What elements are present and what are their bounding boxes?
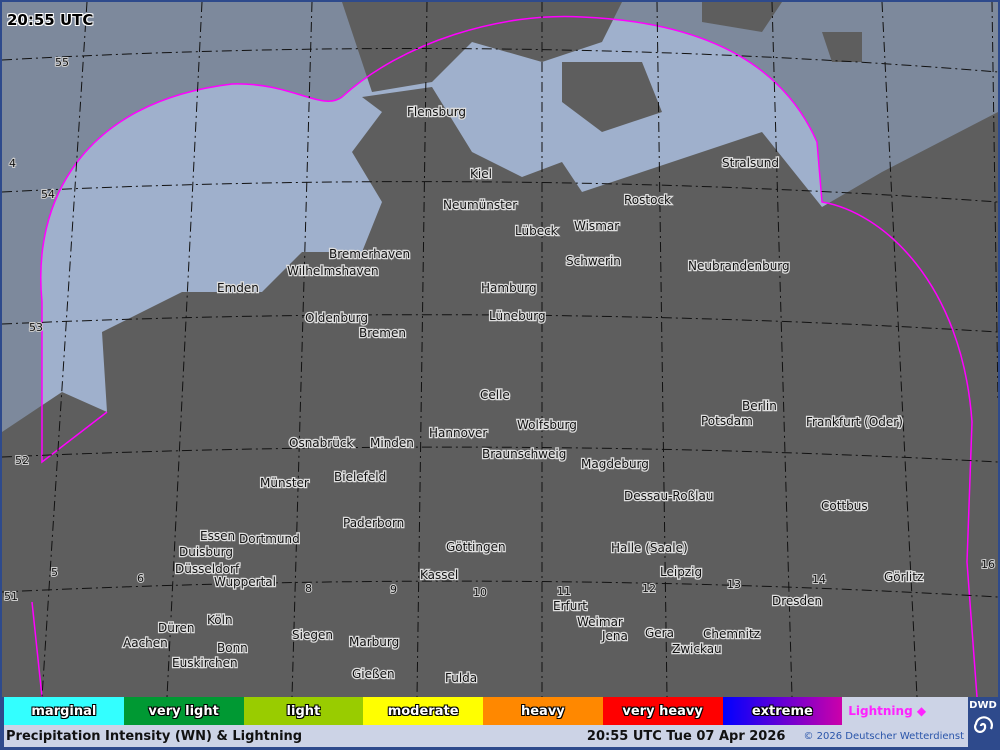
city-label: Emden [217, 281, 259, 295]
grid-labels: 55 4 54 53 52 51 5 6 8 9 10 11 12 13 14 16 [3, 55, 996, 604]
grid-label: 5 [51, 566, 58, 579]
lat-lon-grid [2, 2, 998, 697]
legend-moderate: moderate [363, 697, 483, 725]
city-label: Bonn [217, 641, 248, 655]
city-label: Dessau-Roßlau [624, 489, 713, 503]
city-label: Aachen [123, 636, 168, 650]
legend-very-light: very light [123, 697, 244, 725]
legend-lightning: Lightning ◆ [842, 697, 968, 725]
city-label: Berlin [742, 399, 777, 413]
city-label: Gera [645, 626, 674, 640]
grid-label: 13 [727, 578, 741, 591]
legend-very-heavy: very heavy [602, 697, 723, 725]
grid-label: 51 [4, 590, 18, 603]
copyright: © 2026 Deutscher Wetterdienst [803, 730, 964, 742]
city-label: Jena [601, 629, 628, 643]
city-label: Oldenburg [305, 311, 368, 325]
grid-label: 12 [642, 582, 656, 595]
city-label: Lübeck [515, 224, 558, 238]
legend-extreme: extreme [722, 697, 843, 725]
city-label: Bremen [359, 326, 406, 340]
grid-label: 10 [473, 586, 487, 599]
city-label: Köln [207, 613, 233, 627]
city-label: Wismar [574, 219, 619, 233]
grid-label: 8 [305, 582, 312, 595]
grid-label: 54 [41, 188, 55, 201]
city-label: Schwerin [566, 254, 621, 268]
city-label: Düren [158, 621, 195, 635]
legend-marginal: marginal [4, 697, 124, 725]
grid-label: 52 [15, 454, 29, 467]
dwd-swirl-icon [974, 716, 993, 733]
grid-label: 55 [55, 56, 69, 69]
dwd-logo: DWD [968, 697, 998, 747]
city-label: Potsdam [701, 414, 753, 428]
radar-outline [31, 15, 978, 697]
city-label: Wolfsburg [517, 418, 577, 432]
city-label: Kiel [470, 167, 492, 181]
city-label: Paderborn [343, 516, 404, 530]
city-label: Düsseldorf [175, 562, 240, 576]
map-title: Precipitation Intensity (WN) & Lightning [6, 728, 303, 744]
city-label: Hamburg [481, 281, 537, 295]
city-label: Rostock [624, 193, 671, 207]
city-label: Minden [370, 436, 414, 450]
city-label: Fulda [445, 671, 477, 685]
city-label: Hannover [429, 426, 487, 440]
land-north [342, 2, 862, 132]
legend: marginal very light light moderate heavy… [4, 697, 968, 725]
time-label: 20:55 UTC [7, 11, 94, 29]
city-label: Celle [480, 388, 510, 402]
city-label: Wilhelmshaven [287, 264, 379, 278]
city-label: Chemnitz [703, 627, 760, 641]
city-label: Leipzig [660, 565, 702, 579]
city-label: Bielefeld [334, 470, 386, 484]
footer: Precipitation Intensity (WN) & Lightning… [4, 725, 968, 747]
city-label: Erfurt [553, 599, 587, 613]
city-label: Duisburg [179, 545, 233, 559]
city-label: Bremerhaven [329, 247, 410, 261]
city-label: Kassel [420, 568, 458, 582]
city-label: Euskirchen [172, 656, 238, 670]
city-label: Münster [260, 476, 309, 490]
grid-label: 53 [29, 321, 43, 334]
city-label: Stralsund [722, 156, 779, 170]
city-label: Magdeburg [581, 457, 649, 471]
city-label: Wuppertal [214, 575, 276, 589]
grid-label: 6 [137, 572, 144, 585]
city-label: Osnabrück [289, 436, 353, 450]
city-label: Zwickau [672, 642, 722, 656]
grid-label: 9 [390, 583, 397, 596]
grid-label: 14 [812, 573, 826, 586]
city-label: Essen [200, 529, 235, 543]
city-label: Siegen [292, 628, 333, 642]
city-label: Weimar [577, 615, 623, 629]
city-label: Marburg [349, 635, 399, 649]
city-labels: Flensburg Kiel Neumünster Stralsund Rostock L… [122, 104, 925, 687]
city-label: Neubrandenburg [688, 259, 790, 273]
radar-map[interactable]: Flensburg Kiel Neumünster Stralsund Rostock L… [2, 2, 998, 697]
city-label: Neumünster [443, 198, 517, 212]
grid-label: 11 [557, 585, 571, 598]
city-label: Göttingen [446, 540, 506, 554]
land [2, 87, 998, 697]
city-label: Dortmund [239, 532, 300, 546]
city-label: Görlitz [884, 570, 923, 584]
city-label: Cottbus [821, 499, 868, 513]
city-label: Frankfurt (Oder) [806, 415, 903, 429]
city-label: Braunschweig [482, 447, 566, 461]
city-label: Flensburg [407, 105, 466, 119]
city-label: Lüneburg [489, 309, 546, 323]
legend-light: light [243, 697, 364, 725]
grid-label: 4 [9, 157, 16, 170]
timestamp: 20:55 UTC Tue 07 Apr 2026 [586, 728, 786, 744]
city-label: Gießen [352, 667, 395, 681]
city-label: Dresden [772, 594, 822, 608]
grid-label: 16 [981, 558, 995, 571]
legend-heavy: heavy [483, 697, 603, 725]
city-label: Halle (Saale) [611, 541, 688, 555]
